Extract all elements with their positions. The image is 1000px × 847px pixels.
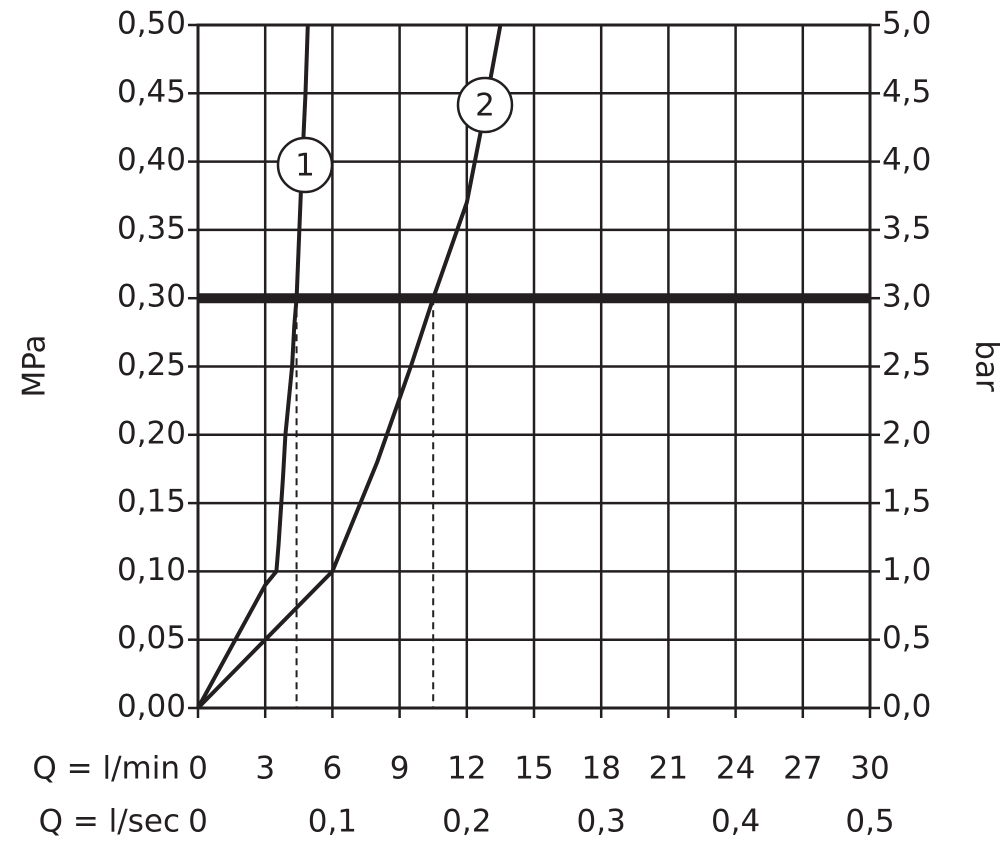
y2-tick-label: 0,0 xyxy=(882,689,931,725)
y-tick-label: 0,40 xyxy=(117,142,186,178)
x-tick-label: 24 xyxy=(716,751,755,787)
y2-tick-label: 1,0 xyxy=(882,552,931,588)
y-tick-label: 0,20 xyxy=(117,415,186,451)
y-axis-label: MPa xyxy=(17,334,53,397)
series-label: 1 xyxy=(295,148,315,184)
y-tick-label: 0,45 xyxy=(117,74,186,110)
y-tick-label: 0,35 xyxy=(117,210,186,246)
x-tick-label: 0 xyxy=(188,751,208,787)
y2-tick-label: 4,0 xyxy=(882,142,931,178)
y2-tick-label: 2,5 xyxy=(882,347,931,383)
x2-axis-label: Q = l/sec xyxy=(39,804,180,840)
y-tick-label: 0,00 xyxy=(117,689,186,725)
x2-tick-label: 0,2 xyxy=(442,804,491,840)
x2-tick-label: 0,5 xyxy=(845,804,894,840)
y2-tick-label: 4,5 xyxy=(882,74,931,110)
y2-tick-label: 3,5 xyxy=(882,210,931,246)
x2-tick-label: 0 xyxy=(188,804,208,840)
y2-tick-label: 2,0 xyxy=(882,415,931,451)
x-tick-label: 12 xyxy=(447,751,486,787)
x-tick-label: 15 xyxy=(514,751,553,787)
x-tick-label: 6 xyxy=(323,751,343,787)
x-axis-label: Q = l/min xyxy=(32,751,180,787)
x-tick-label: 21 xyxy=(649,751,688,787)
x-tick-label: 3 xyxy=(255,751,275,787)
y2-axis-label: bar xyxy=(969,340,1000,392)
x2-tick-label: 0,3 xyxy=(577,804,626,840)
x-tick-label: 18 xyxy=(581,751,620,787)
y2-tick-label: 1,5 xyxy=(882,484,931,520)
x2-tick-label: 0,1 xyxy=(308,804,357,840)
y-tick-label: 0,10 xyxy=(117,552,186,588)
x2-tick-label: 0,4 xyxy=(711,804,760,840)
y2-tick-label: 5,0 xyxy=(882,6,931,42)
y-tick-label: 0,30 xyxy=(117,279,186,315)
x-tick-label: 27 xyxy=(783,751,822,787)
y2-tick-label: 3,0 xyxy=(882,279,931,315)
y-tick-label: 0,15 xyxy=(117,484,186,520)
x-tick-label: 30 xyxy=(850,751,889,787)
x-tick-label: 9 xyxy=(390,751,410,787)
y-tick-label: 0,05 xyxy=(117,620,186,656)
series-label: 2 xyxy=(475,88,495,124)
y-tick-label: 0,25 xyxy=(117,347,186,383)
y-tick-label: 0,50 xyxy=(117,6,186,42)
y2-tick-label: 0,5 xyxy=(882,620,931,656)
